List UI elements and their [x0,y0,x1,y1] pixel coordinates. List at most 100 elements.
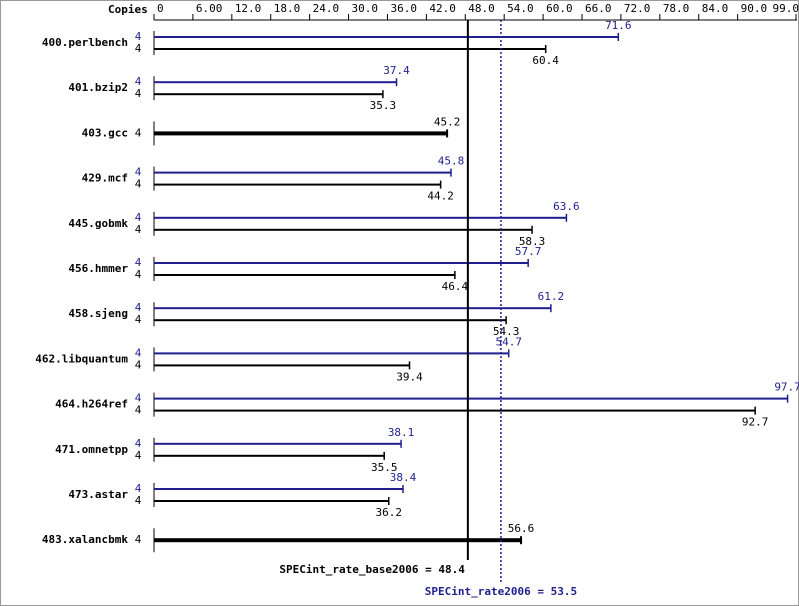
bar [154,352,509,355]
copies-label: 4 [135,494,142,507]
value-label: 36.2 [376,506,403,519]
copies-label: 4 [135,301,142,314]
copies-label: 4 [135,313,142,326]
benchmark-label: 473.astar [68,488,128,501]
reference-label: SPECint_rate2006 = 53.5 [425,585,577,598]
copies-label: 4 [135,404,142,417]
copies-label: 4 [135,437,142,450]
benchmark-label: 458.sjeng [68,307,128,320]
value-label: 97.7 [774,381,799,394]
copies-label: 4 [135,166,142,179]
copies-label: 4 [135,87,142,100]
bar [154,48,546,50]
x-tick-label: 78.0 [663,2,690,15]
x-tick-label: 84.0 [702,2,729,15]
copies-label: 4 [135,223,142,236]
bar [154,131,448,136]
copies-label: 4 [135,211,142,224]
copies-label: 4 [135,346,142,359]
value-label: 46.4 [442,280,469,293]
benchmark-label: 429.mcf [82,172,128,185]
x-tick-label: 60.0 [546,2,573,15]
bar [154,171,452,174]
value-label: 54.7 [495,335,522,348]
reference-label: SPECint_rate_base2006 = 48.4 [279,563,465,576]
bar [154,538,522,543]
value-label: 45.8 [438,155,465,168]
x-tick-label: 42.0 [429,2,456,15]
x-tick-label: 99.0 [773,2,799,15]
value-label: 92.7 [742,416,769,429]
copies-label: 4 [135,358,142,371]
x-tick-label: 24.0 [313,2,340,15]
bar [154,454,385,457]
x-tick-label: 72.0 [624,2,651,15]
x-tick-label: 36.0 [390,2,417,15]
value-label: 54.3 [493,325,520,338]
bar [154,364,410,367]
benchmark-label: 445.gobmk [68,217,128,230]
copies-label: 4 [135,256,142,269]
value-label: 38.1 [388,426,415,439]
bar [154,36,619,38]
bar [154,488,404,490]
copies-label: 4 [135,449,142,462]
copies-label: 4 [135,268,142,281]
value-label: 61.2 [538,290,565,303]
x-tick-label: 18.0 [274,2,301,15]
bar [154,274,455,276]
copies-label: 4 [135,30,142,43]
benchmark-label: 400.perlbench [42,36,128,49]
bar [154,93,383,96]
bar [154,262,529,264]
benchmark-label: 483.xalancbmk [42,533,128,546]
x-tick-label: 54.0 [507,2,534,15]
benchmark-label: 401.bzip2 [68,81,128,94]
bar [154,183,441,186]
bar [154,409,756,412]
value-label: 38.4 [390,471,417,484]
bar [154,307,551,310]
copies-label: 4 [135,178,142,191]
copies-label: 4 [135,75,142,88]
value-label: 56.6 [508,522,535,535]
value-label: 44.2 [427,190,454,203]
x-tick-label: 48.0 [468,2,495,15]
x-tick-label: 90.0 [741,2,768,15]
value-label: 63.6 [553,200,580,213]
value-label: 60.4 [532,54,559,67]
value-label: 71.6 [605,19,632,32]
value-label: 37.4 [383,64,410,77]
x-tick-label: 12.0 [235,2,262,15]
copies-label: 4 [135,482,142,495]
x-tick-label: 30.0 [352,2,379,15]
axis-header: Copies [108,3,148,16]
copies-label: 4 [135,533,142,546]
x-tick-label: 66.0 [585,2,612,15]
x-tick-label: 0 [157,2,164,15]
bar [154,228,533,231]
benchmark-label: 456.hmmer [68,262,128,275]
bar [154,500,389,502]
value-label: 58.3 [519,235,546,248]
bar [154,216,567,219]
copies-label: 4 [135,42,142,55]
benchmark-label: 471.omnetpp [55,443,128,456]
value-label: 35.3 [370,99,397,112]
bar [154,397,788,400]
value-label: 39.4 [396,370,423,383]
benchmark-label: 403.gcc [82,126,128,139]
value-label: 45.2 [434,115,461,128]
benchmark-label: 462.libquantum [35,352,128,365]
copies-label: 4 [135,126,142,139]
bar [154,319,507,322]
bar [154,442,402,445]
benchmark-label: 464.h264ref [55,398,128,411]
bar [154,81,397,84]
value-label: 57.7 [515,245,542,258]
copies-label: 4 [135,392,142,405]
value-label: 35.5 [371,461,398,474]
x-tick-label: 6.00 [196,2,223,15]
